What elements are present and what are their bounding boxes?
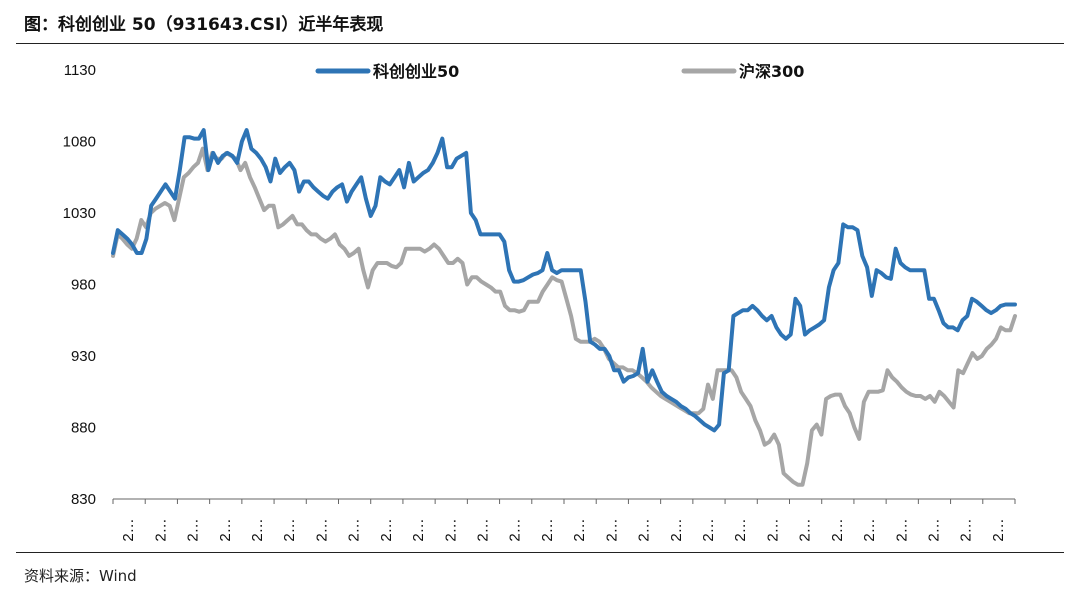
x-tick-label: 2… bbox=[152, 518, 169, 541]
x-tick-label: 2… bbox=[668, 518, 685, 541]
axes: 830 880 930 980 1030 1080 1130 2… 2… 2… 2… 2… 2… 2… 2…… bbox=[63, 62, 1016, 542]
x-tick-label: 2… bbox=[636, 518, 653, 541]
x-tick-label: 2… bbox=[539, 518, 556, 541]
x-tick-label: 2… bbox=[378, 518, 395, 541]
legend-label: 沪深300 bbox=[739, 62, 804, 81]
x-tick-label: 2… bbox=[893, 518, 910, 541]
x-tick-label: 2… bbox=[507, 518, 524, 541]
series-lines bbox=[111, 128, 1017, 487]
y-tick-label: 880 bbox=[71, 420, 96, 437]
y-tick-label: 930 bbox=[71, 348, 96, 365]
x-tick-label: 2… bbox=[925, 518, 942, 541]
x-tick-label: 2… bbox=[249, 518, 266, 541]
bottom-rule bbox=[16, 552, 1064, 553]
x-tick-label: 2… bbox=[829, 518, 846, 541]
chart-title: 图：科创创业 50（931643.CSI）近半年表现 bbox=[24, 15, 384, 35]
top-rule bbox=[16, 43, 1064, 44]
x-tick-label: 2… bbox=[346, 518, 363, 541]
x-tick-label: 2… bbox=[571, 518, 588, 541]
x-tick-label: 2… bbox=[700, 518, 717, 541]
x-tick-label: 2… bbox=[442, 518, 459, 541]
line-chart: 830 880 930 980 1030 1080 1130 2… 2… 2… 2… 2… 2… 2… 2…… bbox=[63, 62, 1017, 542]
x-tick-label: 2… bbox=[410, 518, 427, 541]
legend-label: 科创创业50 bbox=[373, 62, 459, 81]
y-tick-label: 980 bbox=[71, 277, 96, 294]
x-tick-label: 2… bbox=[217, 518, 234, 541]
x-tick-label: 2… bbox=[185, 518, 202, 541]
source-note: 资料来源：Wind bbox=[24, 567, 137, 585]
series-line-0 bbox=[111, 128, 1017, 433]
x-tick-label: 2… bbox=[958, 518, 975, 541]
x-tick-label: 2… bbox=[281, 518, 298, 541]
x-tick-label: 2… bbox=[120, 518, 137, 541]
x-tick-label: 2… bbox=[797, 518, 814, 541]
y-tick-label: 1130 bbox=[64, 62, 96, 79]
legend: 科创创业50 沪深300 bbox=[315, 62, 804, 81]
x-tick-label: 2… bbox=[764, 518, 781, 541]
x-tick-label: 2… bbox=[990, 518, 1007, 541]
x-tick-label: 2… bbox=[603, 518, 620, 541]
y-tick-label: 1080 bbox=[63, 134, 96, 151]
y-tick-label: 830 bbox=[71, 491, 96, 508]
series-line-1 bbox=[111, 146, 1017, 487]
x-tick-label: 2… bbox=[861, 518, 878, 541]
x-tick-label: 2… bbox=[313, 518, 330, 541]
x-tick-label: 2… bbox=[474, 518, 491, 541]
x-tick-label: 2… bbox=[732, 518, 749, 541]
y-tick-label: 1030 bbox=[63, 205, 96, 222]
